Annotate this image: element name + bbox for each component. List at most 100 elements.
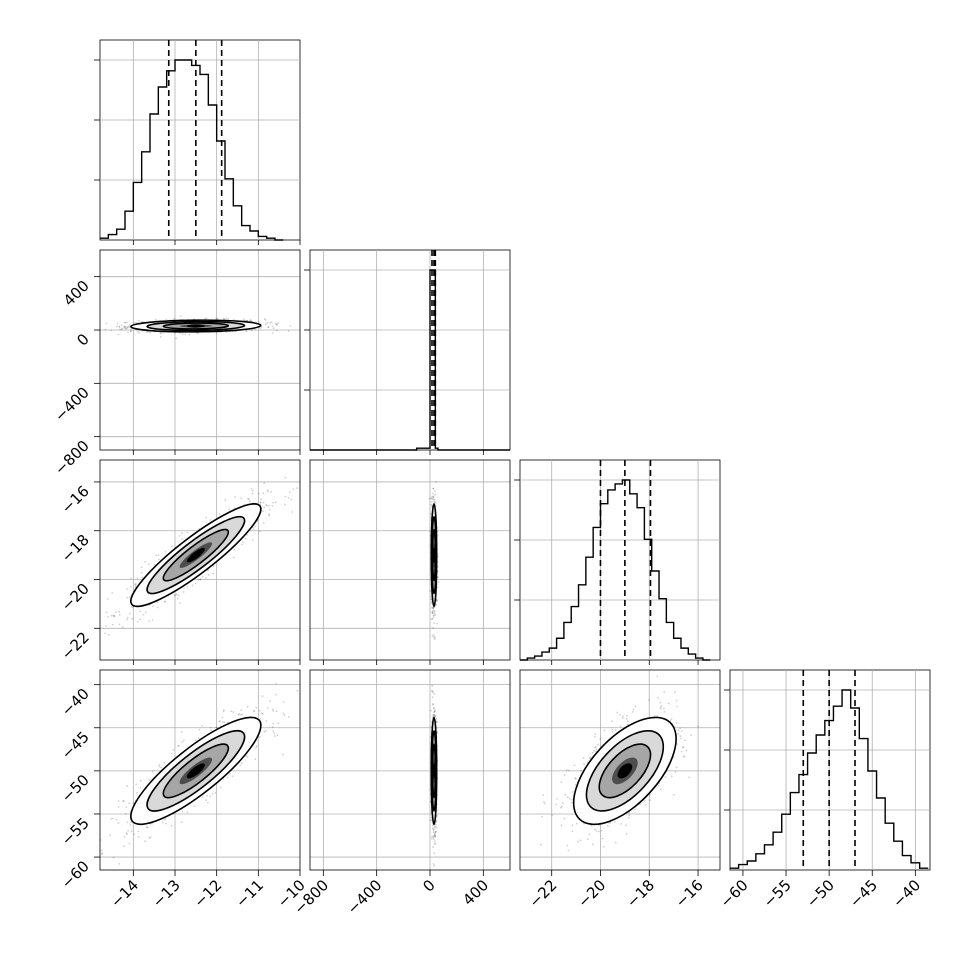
joint-frame-1-0: [99, 249, 301, 451]
scatter-point-2-0: [140, 566, 143, 569]
scatter-point-1-0: [258, 321, 260, 323]
scatter-point-3-0: [282, 753, 285, 756]
scatter-point-1-0: [215, 331, 218, 334]
scatter-point-1-0: [275, 323, 278, 325]
scatter-point-3-0: [117, 806, 120, 808]
scatter-point-2-0: [113, 614, 116, 617]
scatter-point-3-0: [215, 726, 218, 729]
scatter-point-2-0: [268, 514, 270, 517]
scatter-point-3-2: [619, 725, 622, 728]
scatter-point-3-0: [275, 710, 278, 713]
scatter-point-3-2: [555, 803, 558, 806]
scatter-point-3-0: [287, 716, 290, 718]
marginal-panel-2: [514, 459, 721, 661]
scatter-point-2-0: [164, 550, 167, 553]
scatter-point-1-0: [271, 332, 274, 335]
scatter-point-2-0: [205, 576, 207, 579]
scatter-point-2-0: [251, 492, 254, 495]
scatter-point-2-0: [118, 610, 120, 613]
scatter-point-3-0: [261, 712, 264, 715]
scatter-point-2-1: [432, 607, 434, 610]
scatter-point-3-0: [124, 812, 127, 815]
scatter-point-3-0: [261, 712, 263, 715]
joint-frame-3-1: [309, 669, 511, 871]
scatter-point-1-0: [137, 330, 139, 333]
scatter-point-3-0: [274, 693, 277, 696]
scatter-point-2-1: [429, 512, 432, 515]
scatter-point-3-0: [231, 775, 234, 778]
scatter-point-1-0: [145, 331, 148, 334]
scatter-point-3-0: [254, 758, 257, 761]
scatter-point-2-0: [268, 504, 270, 507]
scatter-point-3-0: [264, 729, 267, 732]
scatter-point-3-0: [296, 689, 299, 692]
scatter-point-3-0: [180, 821, 183, 824]
scatter-point-3-0: [129, 824, 132, 826]
scatter-point-3-2: [622, 715, 624, 718]
scatter-point-2-1: [431, 612, 434, 615]
scatter-point-3-0: [238, 712, 241, 715]
scatter-point-1-0: [181, 333, 184, 336]
scatter-point-1-0: [173, 317, 176, 320]
scatter-point-2-0: [153, 563, 156, 566]
scatter-point-2-1: [434, 458, 436, 460]
scatter-point-2-1: [432, 487, 435, 490]
scatter-point-3-2: [626, 723, 629, 726]
density-core-2-1: [432, 547, 436, 563]
scatter-point-3-1: [429, 800, 432, 803]
scatter-point-2-0: [173, 594, 176, 597]
scatter-point-3-2: [660, 705, 663, 708]
scatter-point-3-0: [177, 744, 180, 747]
scatter-point-2-0: [262, 501, 265, 504]
scatter-point-3-2: [659, 701, 662, 704]
joint-panel-3-0: [99, 669, 301, 871]
scatter-point-2-0: [92, 612, 94, 614]
scatter-point-3-0: [253, 709, 255, 712]
scatter-point-3-0: [126, 785, 129, 788]
histogram-step-1: [310, 269, 510, 451]
scatter-point-3-2: [568, 769, 570, 772]
scatter-point-3-2: [656, 675, 659, 678]
joint-frame-2-1: [309, 459, 511, 661]
scatter-point-2-0: [248, 498, 250, 500]
scatter-point-3-2: [632, 708, 635, 711]
scatter-point-2-0: [147, 563, 150, 566]
scatter-point-2-1: [428, 497, 431, 500]
scatter-point-2-0: [251, 538, 254, 541]
scatter-point-3-1: [434, 715, 437, 717]
scatter-point-3-0: [117, 800, 120, 803]
scatter-point-1-0: [197, 332, 199, 335]
scatter-point-3-0: [130, 830, 133, 833]
scatter-point-2-1: [429, 590, 431, 592]
scatter-point-3-0: [253, 710, 255, 713]
scatter-point-2-0: [288, 491, 291, 494]
scatter-point-2-0: [175, 593, 178, 596]
scatter-point-3-2: [697, 725, 700, 728]
scatter-point-3-0: [271, 726, 274, 728]
scatter-point-3-2: [643, 799, 646, 802]
scatter-point-3-0: [239, 713, 242, 716]
scatter-point-3-0: [206, 801, 209, 804]
scatter-point-2-1: [433, 490, 436, 492]
scatter-point-2-0: [131, 617, 134, 620]
scatter-point-1-0: [124, 321, 127, 324]
scatter-point-3-2: [657, 784, 660, 787]
scatter-point-3-0: [246, 705, 249, 708]
scatter-point-2-0: [107, 615, 109, 618]
scatter-point-1-0: [127, 331, 129, 334]
scatter-point-3-0: [125, 806, 128, 809]
scatter-point-1-0: [138, 331, 141, 334]
scatter-point-1-0: [188, 333, 191, 336]
scatter-point-2-0: [118, 623, 121, 626]
scatter-point-2-0: [259, 501, 262, 504]
scatter-point-2-0: [232, 556, 235, 559]
scatter-point-1-0: [115, 325, 118, 328]
scatter-point-1-0: [253, 328, 256, 331]
scatter-point-2-0: [207, 574, 210, 576]
scatter-point-2-0: [164, 600, 166, 603]
scatter-point-2-0: [155, 554, 157, 556]
scatter-point-3-0: [222, 710, 225, 713]
scatter-point-1-0: [149, 331, 152, 334]
scatter-point-2-0: [287, 497, 290, 499]
scatter-point-3-1: [435, 830, 438, 833]
